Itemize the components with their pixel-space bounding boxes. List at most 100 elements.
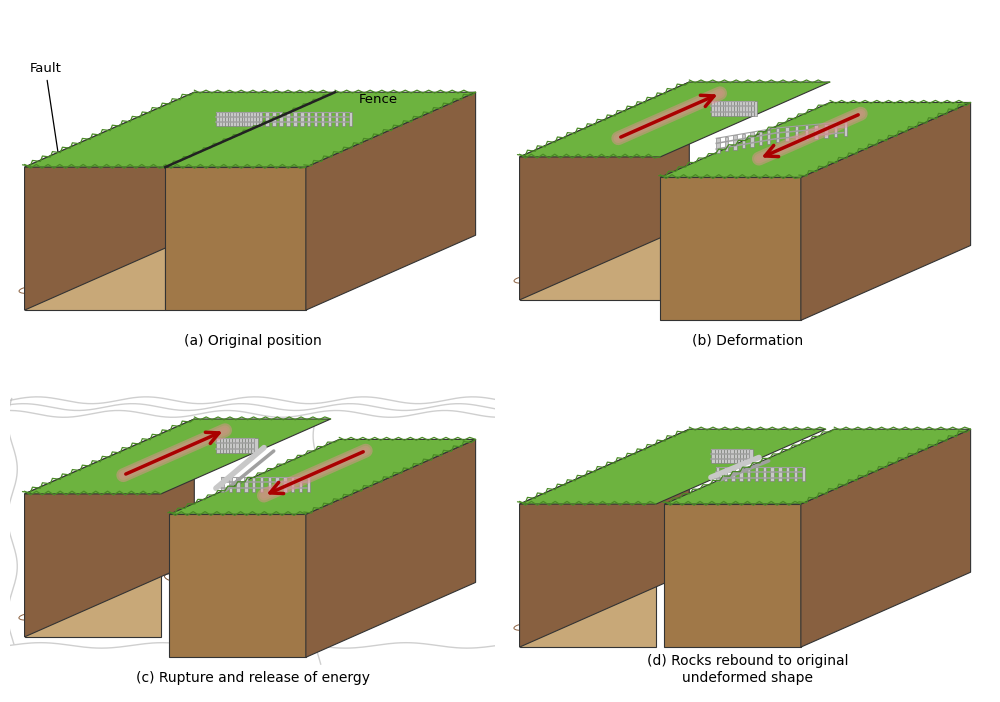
Polygon shape — [300, 112, 304, 126]
Polygon shape — [254, 438, 258, 453]
Polygon shape — [664, 429, 971, 504]
Polygon shape — [734, 101, 737, 116]
Polygon shape — [725, 137, 728, 151]
Polygon shape — [169, 439, 476, 515]
Polygon shape — [731, 467, 735, 482]
Polygon shape — [236, 477, 240, 491]
Polygon shape — [805, 126, 808, 140]
Polygon shape — [520, 429, 689, 647]
Polygon shape — [232, 438, 236, 453]
Polygon shape — [733, 135, 737, 150]
Polygon shape — [743, 449, 746, 463]
Polygon shape — [25, 92, 194, 310]
Polygon shape — [740, 449, 743, 463]
Polygon shape — [239, 112, 242, 126]
Polygon shape — [251, 438, 255, 453]
Polygon shape — [259, 112, 262, 126]
Polygon shape — [520, 504, 656, 647]
Polygon shape — [742, 101, 746, 116]
Polygon shape — [802, 467, 805, 482]
Polygon shape — [230, 112, 234, 126]
Polygon shape — [220, 438, 223, 453]
Polygon shape — [306, 439, 476, 657]
Polygon shape — [745, 101, 749, 116]
Polygon shape — [716, 138, 720, 152]
Polygon shape — [718, 449, 721, 463]
Polygon shape — [776, 128, 779, 143]
Polygon shape — [259, 112, 262, 126]
Polygon shape — [801, 102, 971, 320]
Polygon shape — [763, 467, 766, 482]
Polygon shape — [786, 467, 789, 482]
Polygon shape — [715, 449, 718, 463]
Polygon shape — [260, 477, 263, 491]
Polygon shape — [169, 515, 306, 657]
Polygon shape — [244, 477, 248, 491]
Polygon shape — [660, 178, 801, 320]
Polygon shape — [253, 112, 256, 126]
Polygon shape — [268, 477, 271, 491]
Polygon shape — [236, 112, 239, 126]
Polygon shape — [265, 112, 269, 126]
Polygon shape — [247, 112, 251, 126]
Polygon shape — [747, 467, 750, 482]
Polygon shape — [216, 112, 220, 126]
Polygon shape — [239, 438, 242, 453]
Polygon shape — [814, 124, 818, 139]
Polygon shape — [801, 429, 971, 647]
Polygon shape — [244, 112, 248, 126]
Polygon shape — [221, 477, 224, 491]
Polygon shape — [299, 477, 302, 491]
Polygon shape — [795, 126, 798, 140]
Polygon shape — [228, 112, 231, 126]
Polygon shape — [748, 101, 751, 116]
Polygon shape — [724, 449, 727, 463]
Polygon shape — [711, 101, 715, 116]
Polygon shape — [755, 467, 758, 482]
Polygon shape — [250, 112, 254, 126]
Text: Fault: Fault — [29, 62, 61, 161]
Polygon shape — [272, 112, 276, 126]
Polygon shape — [242, 112, 245, 126]
Polygon shape — [235, 438, 239, 453]
Text: (c) Rupture and release of energy: (c) Rupture and release of energy — [136, 670, 370, 684]
Polygon shape — [216, 438, 220, 453]
Polygon shape — [335, 112, 338, 126]
Polygon shape — [349, 112, 352, 126]
Polygon shape — [286, 112, 290, 126]
Polygon shape — [716, 467, 719, 482]
Polygon shape — [283, 477, 287, 491]
Polygon shape — [794, 467, 797, 482]
Polygon shape — [25, 419, 194, 637]
Polygon shape — [256, 112, 259, 126]
Polygon shape — [165, 92, 476, 167]
Polygon shape — [717, 101, 720, 116]
Polygon shape — [328, 112, 331, 126]
Polygon shape — [751, 101, 754, 116]
Polygon shape — [725, 101, 729, 116]
Polygon shape — [785, 127, 789, 142]
Polygon shape — [714, 101, 718, 116]
Polygon shape — [660, 102, 971, 178]
Polygon shape — [307, 112, 310, 126]
Polygon shape — [737, 101, 740, 116]
Polygon shape — [723, 101, 726, 116]
Polygon shape — [721, 449, 724, 463]
Polygon shape — [720, 101, 723, 116]
Text: (a) Original position: (a) Original position — [184, 333, 321, 347]
Polygon shape — [252, 477, 255, 491]
Polygon shape — [314, 112, 317, 126]
Polygon shape — [767, 129, 770, 144]
Polygon shape — [25, 92, 335, 167]
Polygon shape — [750, 133, 754, 147]
Polygon shape — [229, 477, 232, 491]
Polygon shape — [307, 477, 310, 491]
Polygon shape — [834, 123, 837, 137]
Polygon shape — [225, 112, 228, 126]
Polygon shape — [342, 112, 345, 126]
Polygon shape — [520, 82, 830, 157]
Polygon shape — [746, 449, 750, 463]
Text: (b) Deformation: (b) Deformation — [692, 333, 803, 347]
Polygon shape — [664, 504, 801, 647]
Polygon shape — [223, 438, 226, 453]
